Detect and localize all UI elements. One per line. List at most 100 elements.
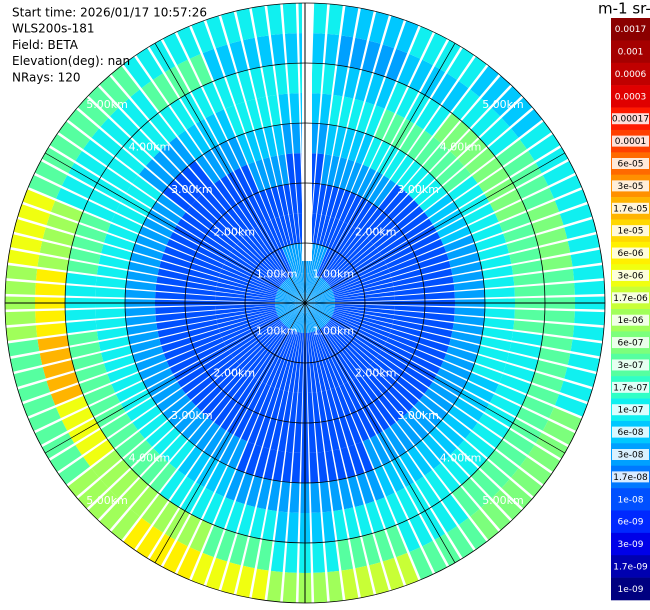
ray-cell xyxy=(177,446,203,476)
ray-cell xyxy=(263,449,278,480)
ray-cell xyxy=(357,167,376,198)
ray-cell xyxy=(503,429,535,455)
ray-cell xyxy=(538,241,571,259)
ray-cell xyxy=(364,304,395,310)
range-gate xyxy=(126,234,167,283)
ray-cell xyxy=(83,200,116,222)
colorbar-tick-label: 0.0001 xyxy=(615,137,647,147)
ray-cell xyxy=(96,327,128,341)
ray-cell xyxy=(328,357,344,386)
ray-cell xyxy=(101,345,133,362)
ray-cell xyxy=(386,337,416,355)
ray-cell xyxy=(351,164,369,195)
ray-cell xyxy=(278,481,291,513)
ray-cell xyxy=(177,130,203,160)
ray-cell xyxy=(246,99,263,131)
colorbar-label-bg xyxy=(612,247,649,259)
ray-cell xyxy=(275,300,305,303)
ray-cell xyxy=(275,303,305,306)
ray-cell xyxy=(91,128,122,157)
ray-cell xyxy=(364,307,395,315)
range-gate xyxy=(415,136,472,193)
range-ring-label: 3.00km xyxy=(397,183,439,196)
colorbar-tick-label: 6e-08 xyxy=(618,428,644,438)
ray-cell xyxy=(324,257,347,282)
ray-cell xyxy=(228,137,247,168)
ray-cell xyxy=(348,342,374,365)
range-gate xyxy=(360,358,400,398)
ray-cell xyxy=(317,451,328,483)
ray-cell xyxy=(251,5,269,38)
ray-cell xyxy=(471,223,503,243)
ray-cell xyxy=(65,320,97,334)
range-gate xyxy=(281,303,305,327)
ray-cell xyxy=(409,26,433,59)
ray-cell xyxy=(364,291,395,299)
ray-cell xyxy=(416,246,447,263)
ray-cell xyxy=(334,298,365,303)
ray-cell xyxy=(357,408,376,439)
ray-cell xyxy=(511,260,543,275)
ray-cell xyxy=(567,353,600,372)
ray-cell xyxy=(265,387,280,418)
ray-cell xyxy=(222,326,251,342)
range-gate xyxy=(360,208,400,248)
ray-cell xyxy=(409,547,433,580)
ray-cell xyxy=(181,166,208,194)
ray-cell xyxy=(181,212,210,235)
ray-cell xyxy=(71,235,104,254)
ray-cell xyxy=(188,160,214,189)
ray-cell xyxy=(333,65,348,97)
ray-cell xyxy=(449,338,480,354)
ray-cell xyxy=(441,81,469,112)
ray-cell xyxy=(397,520,421,552)
ray-cell xyxy=(67,260,99,275)
range-gate xyxy=(259,386,293,422)
ray-cell xyxy=(281,283,305,303)
colorbar-tick-label: 0.0003 xyxy=(615,92,647,102)
ray-cell xyxy=(136,526,163,559)
ray-cell xyxy=(259,386,275,416)
range-gate xyxy=(471,223,514,279)
ray-cell xyxy=(79,373,111,394)
ray-cell xyxy=(215,311,246,320)
range-gate xyxy=(270,213,297,248)
ray-cell xyxy=(141,81,169,112)
ray-cell xyxy=(233,339,260,362)
range-gate xyxy=(65,272,97,334)
ray-cell xyxy=(140,455,168,485)
range-gate xyxy=(202,525,273,571)
ray-cell xyxy=(367,365,392,390)
ray-cell xyxy=(337,539,354,571)
ray-cell xyxy=(359,326,388,342)
range-ring xyxy=(124,122,486,484)
ray-cell xyxy=(308,422,317,453)
ray-cell xyxy=(279,215,291,246)
ray-cell xyxy=(186,281,217,291)
ray-cell xyxy=(433,463,461,493)
ray-cell xyxy=(484,287,515,298)
ray-cell xyxy=(451,89,480,120)
ray-cell xyxy=(479,459,510,488)
ray-cell xyxy=(223,260,253,277)
ray-cell xyxy=(355,8,374,41)
ray-cell xyxy=(299,303,305,333)
range-gate xyxy=(278,481,332,513)
ray-cell xyxy=(312,542,326,573)
ray-cell xyxy=(453,315,485,326)
ray-cell xyxy=(206,557,228,591)
ray-cell xyxy=(276,303,305,313)
ray-cell xyxy=(289,392,298,423)
ray-cell xyxy=(396,86,419,119)
ray-cell xyxy=(329,318,357,337)
ray-cell xyxy=(262,65,277,97)
ray-cell xyxy=(65,272,97,286)
ray-cell xyxy=(383,113,405,145)
ray-cell xyxy=(250,350,271,377)
ray-cell xyxy=(187,275,218,287)
ray-cell xyxy=(130,252,161,268)
ray-cell xyxy=(321,185,333,216)
ray-cell xyxy=(255,159,271,190)
ray-cell xyxy=(270,218,285,248)
colorbar-label-bg xyxy=(612,180,649,192)
